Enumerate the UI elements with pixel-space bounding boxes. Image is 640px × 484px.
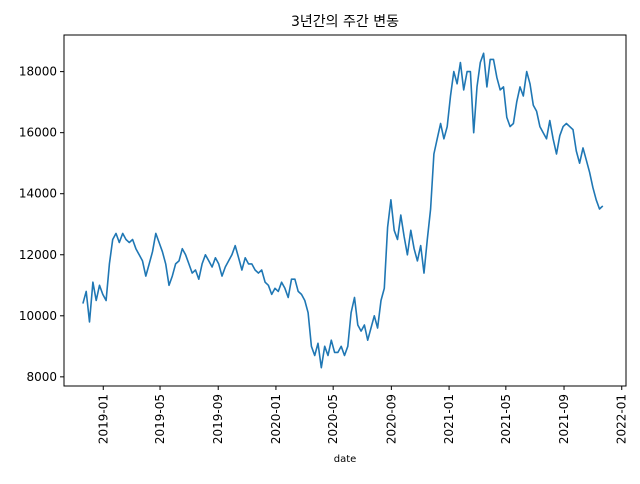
y-tick-label: 12000 — [19, 248, 57, 262]
x-axis: 2019-01 2019-05 2019-09 2020-01 2020-05 2020-… — [96, 386, 629, 444]
x-tick-label: 2022-01 — [615, 394, 629, 444]
chart-title: 3년간의 주간 변동 — [291, 14, 399, 30]
x-tick-label: 2021-01 — [442, 394, 456, 444]
y-axis: 8000 10000 12000 14000 16000 18000 — [19, 65, 64, 384]
x-tick-label: 2021-09 — [557, 394, 571, 444]
y-tick-label: 16000 — [19, 126, 57, 140]
x-tick-label: 2019-01 — [96, 394, 110, 444]
plot-area — [82, 52, 604, 369]
y-tick-label: 14000 — [19, 187, 57, 201]
x-tick-label: 2021-05 — [499, 394, 513, 444]
x-tick-label: 2019-05 — [153, 394, 167, 444]
x-tick-label: 2020-01 — [269, 394, 283, 444]
y-tick-label: 10000 — [19, 309, 57, 323]
y-tick-label: 18000 — [19, 65, 57, 79]
series-line — [82, 52, 604, 369]
x-tick-label: 2020-05 — [326, 394, 340, 444]
x-axis-label: date — [334, 454, 357, 465]
x-tick-label: 2019-09 — [211, 394, 225, 444]
x-tick-label: 2020-09 — [384, 394, 398, 444]
y-tick-label: 8000 — [26, 370, 57, 384]
plot-frame — [63, 34, 627, 387]
